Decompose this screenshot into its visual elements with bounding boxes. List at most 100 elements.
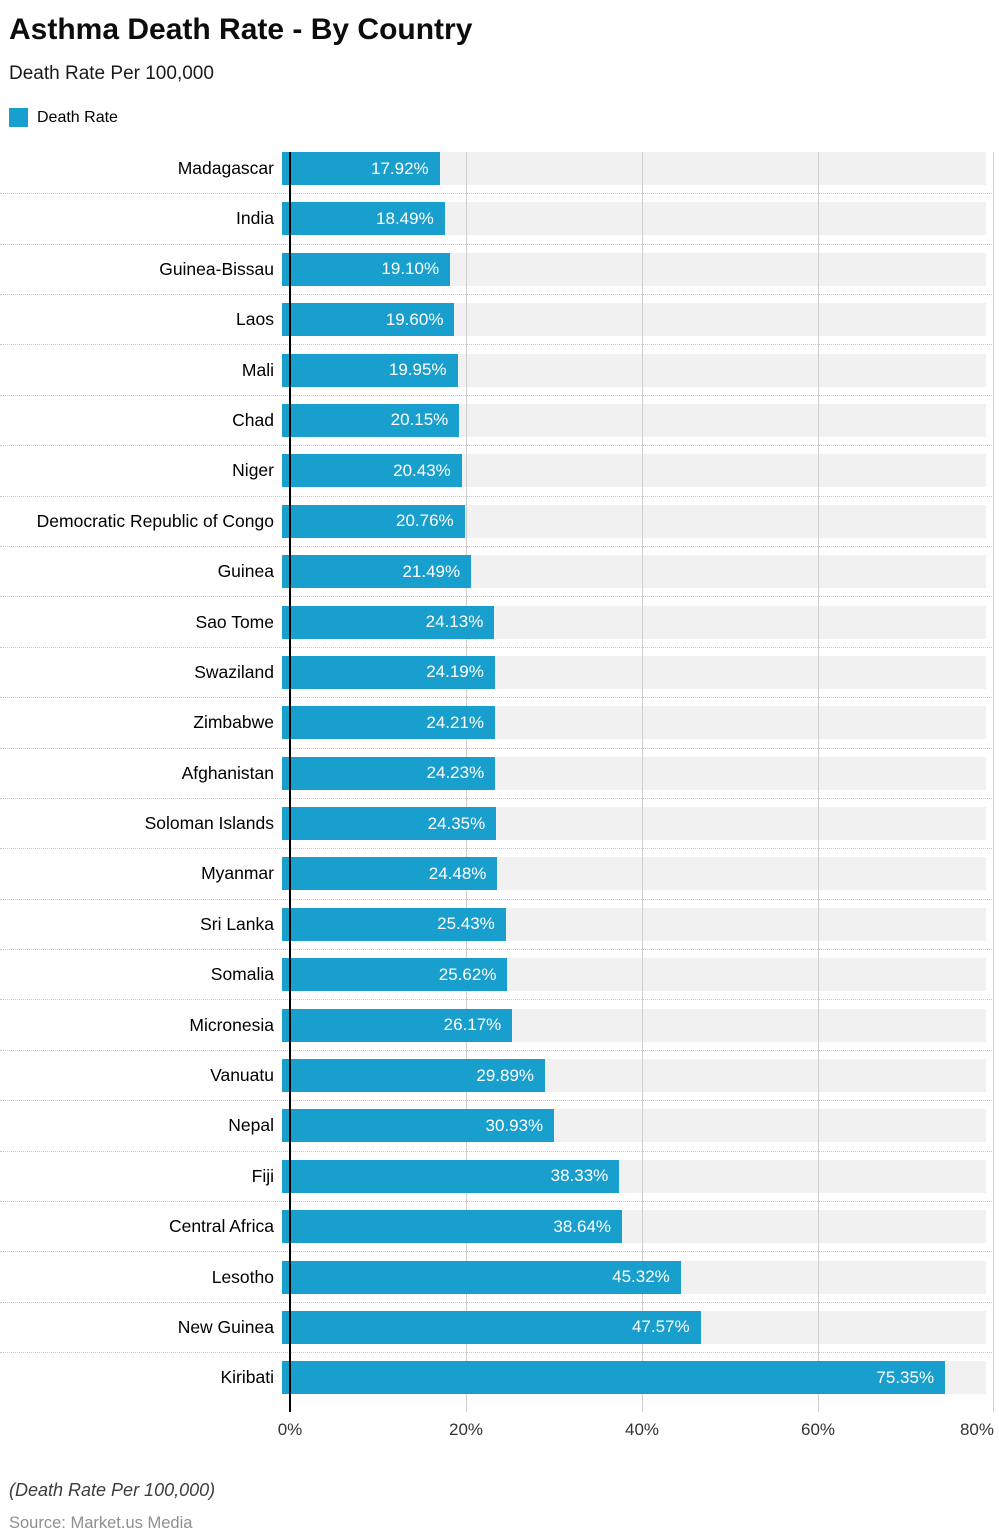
bar-row: Swaziland 24.19% [0, 655, 994, 706]
category-label: Central Africa [168, 1216, 274, 1237]
bar-row: Vanuatu 29.89% [0, 1059, 994, 1109]
bar[interactable]: 24.48% [282, 857, 498, 891]
bar[interactable]: 29.89% [282, 1059, 546, 1093]
bar-row: Sao Tome 24.13% [0, 605, 994, 656]
bar-row: India 18.49% [0, 202, 994, 252]
chart-header: Asthma Death Rate - By Country Death Rat… [0, 0, 999, 127]
bar[interactable]: 19.60% [282, 303, 455, 337]
axis-note: (Death Rate Per 100,000) [9, 1479, 216, 1500]
bar[interactable]: 20.43% [282, 454, 462, 488]
bar-value-label: 21.49% [402, 561, 461, 581]
bar-value-label: 20.76% [396, 511, 454, 531]
bar[interactable]: 21.49% [282, 555, 472, 589]
x-axis-tick-label: 20% [448, 1419, 484, 1439]
bar-row: Fiji 38.33% [0, 1159, 994, 1210]
category-label: Lesotho [211, 1266, 274, 1287]
chart-footer: (Death Rate Per 100,000) Source: Market.… [0, 1480, 999, 1533]
bar[interactable]: 19.10% [282, 252, 451, 286]
category-label: Madagascar [177, 158, 274, 178]
bar-track: 20.76% [282, 504, 986, 538]
category-label: Sao Tome [195, 611, 274, 632]
bar-value-label: 25.43% [437, 914, 495, 934]
page-title: Asthma Death Rate - By Country [9, 13, 473, 46]
bar[interactable]: 20.15% [282, 403, 460, 437]
bar-track: 25.62% [282, 958, 986, 992]
bar-track: 26.17% [282, 1008, 986, 1042]
bar[interactable]: 20.76% [282, 504, 465, 538]
bar-track: 24.35% [282, 807, 986, 841]
bar[interactable]: 24.21% [282, 706, 496, 740]
bar-row: New Guinea 47.57% [0, 1310, 994, 1361]
bar-track: 38.64% [282, 1210, 986, 1244]
bar-track: 19.10% [282, 252, 986, 286]
chart-subtitle: Death Rate Per 100,000 [9, 63, 214, 84]
category-label: Somalia [210, 964, 274, 985]
bar-chart: Madagascar 17.92% India 18.49% Guinea-Bissau… [0, 152, 994, 1446]
bar-track: 47.57% [282, 1310, 986, 1344]
category-label: Mali [241, 359, 274, 380]
bar-value-label: 24.21% [426, 712, 485, 732]
category-label: Democratic Republic of Congo [36, 510, 274, 531]
bar-row: Madagascar 17.92% [0, 152, 994, 202]
bar[interactable]: 38.33% [282, 1159, 620, 1193]
bar-track: 24.23% [282, 756, 986, 790]
bar[interactable]: 24.13% [282, 605, 495, 639]
bar-value-label: 47.57% [631, 1317, 690, 1337]
bar-value-label: 19.95% [388, 360, 447, 380]
category-label: Niger [232, 460, 274, 481]
bar[interactable]: 24.19% [282, 655, 495, 689]
x-axis-tick-label: 60% [800, 1419, 836, 1439]
category-label: Laos [236, 309, 274, 330]
bar-track: 17.92% [282, 152, 986, 185]
bar-track: 75.35% [282, 1361, 986, 1395]
bar[interactable]: 18.49% [282, 202, 445, 236]
bar[interactable]: 47.57% [282, 1310, 701, 1344]
bar-value-label: 24.13% [425, 612, 484, 632]
bar[interactable]: 38.64% [282, 1210, 623, 1244]
category-label: Zimbabwe [193, 712, 274, 733]
legend: Death Rate [9, 108, 989, 127]
category-label: New Guinea [177, 1316, 274, 1337]
bar-row: Afghanistan 24.23% [0, 756, 994, 807]
bar-value-label: 38.64% [553, 1216, 612, 1236]
bar-track: 25.43% [282, 907, 986, 941]
category-label: Swaziland [194, 661, 274, 682]
bar[interactable]: 17.92% [282, 152, 440, 185]
bar-row: Niger 20.43% [0, 454, 994, 504]
bar-track: 38.33% [282, 1159, 986, 1193]
category-label: Fiji [251, 1165, 274, 1186]
category-label: Vanuatu [210, 1065, 274, 1086]
x-axis-tick-label: 0% [277, 1419, 303, 1439]
bar[interactable]: 26.17% [282, 1008, 513, 1042]
bar-value-label: 30.93% [485, 1115, 544, 1135]
bar-row: Sri Lanka 25.43% [0, 907, 994, 958]
bar-value-label: 26.17% [443, 1015, 502, 1035]
bar[interactable]: 19.95% [282, 353, 458, 387]
bar[interactable]: 45.32% [282, 1260, 681, 1294]
bar[interactable]: 30.93% [282, 1109, 555, 1143]
bar-row: Soloman Islands 24.35% [0, 807, 994, 857]
bar-track: 19.60% [282, 303, 986, 337]
bar-row: Zimbabwe 24.21% [0, 706, 994, 756]
bar-value-label: 24.48% [428, 863, 487, 883]
bar-row: Democratic Republic of Congo 20.76% [0, 504, 994, 555]
bar[interactable]: 24.23% [282, 756, 496, 790]
category-label: Kiribati [220, 1367, 275, 1388]
x-axis-tick-label: 80% [959, 1419, 994, 1439]
bar-value-label: 20.43% [393, 460, 451, 480]
bar-track: 29.89% [282, 1059, 986, 1093]
bar-track: 24.13% [282, 605, 986, 639]
bar[interactable]: 25.43% [282, 907, 506, 941]
bar[interactable]: 24.35% [282, 807, 497, 841]
bar-rows: Madagascar 17.92% India 18.49% Guinea-Bissau… [0, 152, 994, 1412]
category-label: Myanmar [201, 863, 274, 884]
bar-row: Mali 19.95% [0, 353, 994, 404]
bar-track: 21.49% [282, 555, 986, 589]
bar[interactable]: 75.35% [282, 1361, 946, 1395]
category-label: Guinea-Bissau [159, 258, 274, 279]
bar-row: Laos 19.60% [0, 303, 994, 353]
category-label: India [236, 208, 274, 229]
bar-row: Micronesia 26.17% [0, 1008, 994, 1059]
bar[interactable]: 25.62% [282, 958, 508, 992]
bar-track: 20.43% [282, 454, 986, 488]
